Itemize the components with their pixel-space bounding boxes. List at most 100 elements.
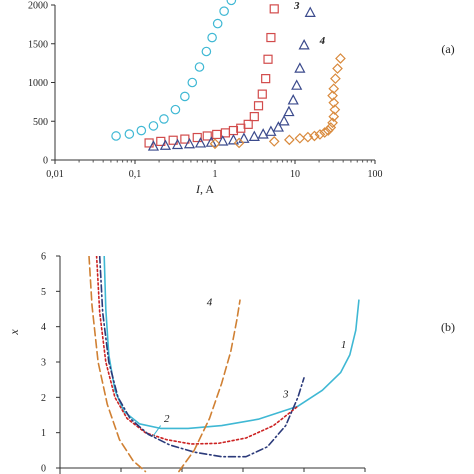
series-line-2 <box>95 256 299 445</box>
curve-label-b: 1 <box>341 339 347 351</box>
data-point-circle <box>219 6 229 16</box>
data-point-circle <box>187 77 198 88</box>
data-point-diamond <box>328 83 340 95</box>
data-point-diamond <box>328 97 340 108</box>
series-line-4 <box>88 256 147 473</box>
y-tick-label-a: 1500 <box>28 39 48 50</box>
data-point-square <box>144 138 154 148</box>
data-point-diamond <box>322 125 334 136</box>
x-tick-label-a: 1 <box>213 169 218 180</box>
x-axis-label-a: I, A <box>195 182 214 196</box>
label-leader-line <box>152 425 162 437</box>
data-point-triangle <box>278 114 290 126</box>
data-point-square <box>261 74 271 84</box>
x-tick-label-a: 0,1 <box>129 169 142 180</box>
data-point-circle <box>207 32 217 43</box>
panel-label-a: (a) <box>441 42 454 56</box>
data-point-diamond <box>332 63 343 74</box>
y-tick-label-b: 6 <box>41 252 46 263</box>
data-point-circle <box>148 121 159 131</box>
curve-label-a: 4 <box>319 35 326 47</box>
data-point-triangle <box>248 130 260 141</box>
data-point-diamond <box>294 132 306 144</box>
data-point-diamond <box>309 130 320 142</box>
plot-area-a <box>111 0 346 151</box>
series-line-3 <box>98 256 305 458</box>
y-tick-label-a: 500 <box>33 117 48 128</box>
data-point-diamond <box>209 138 221 150</box>
y-tick-label-b: 5 <box>41 287 46 298</box>
data-point-triangle <box>283 105 295 117</box>
data-point-diamond <box>329 104 341 115</box>
data-point-diamond <box>327 117 338 129</box>
data-point-triangle <box>238 132 250 143</box>
data-point-diamond <box>328 111 340 122</box>
chart-panel-a: 0 500 1000 1500 2000 0,01 0,1 1 10 100 I, A 3 4 <box>28 0 383 196</box>
data-point-diamond <box>233 137 245 149</box>
data-point-square <box>243 119 253 129</box>
y-axis-label-b: x <box>7 329 21 336</box>
panel-label-b: (b) <box>441 320 455 334</box>
data-point-square <box>266 32 276 43</box>
curve-label-b: 3 <box>282 388 289 400</box>
data-point-diamond <box>268 136 280 147</box>
data-point-triangle <box>298 39 310 50</box>
data-point-circle <box>212 18 223 29</box>
data-point-square <box>253 101 264 111</box>
data-point-triangle <box>194 137 207 148</box>
data-point-circle <box>180 91 190 102</box>
data-point-triangle <box>287 94 299 105</box>
data-point-diamond <box>284 134 295 146</box>
data-point-diamond <box>319 127 331 138</box>
data-point-square <box>249 111 259 122</box>
data-point-circle <box>170 104 181 115</box>
data-point-square <box>263 54 273 64</box>
data-point-triangle <box>205 136 217 147</box>
curve-label-b: 4 <box>207 296 213 308</box>
data-point-triangle <box>257 128 269 139</box>
data-point-diamond <box>327 90 338 102</box>
data-point-triangle <box>147 140 160 151</box>
data-point-square <box>212 129 222 140</box>
x-tick-label-a: 10 <box>290 169 300 180</box>
data-point-triangle <box>294 62 306 73</box>
y-tick-label-b: 0 <box>41 464 46 474</box>
data-point-triangle <box>171 138 184 150</box>
data-point-square <box>257 89 267 99</box>
data-point-square <box>269 4 279 14</box>
curve-label-b: 2 <box>164 413 170 425</box>
series-line-4 <box>178 299 241 473</box>
data-point-circle <box>194 62 205 72</box>
plot-area-b <box>88 256 360 473</box>
y-tick-label-b: 4 <box>41 322 46 333</box>
y-tick-label-a: 2000 <box>28 1 48 12</box>
chart-panel-b: 0 1 2 3 4 5 6 x 1 2 3 4 <box>7 252 366 474</box>
y-tick-label-a: 1000 <box>28 78 48 89</box>
x-tick-label-a: 0,01 <box>46 169 64 180</box>
data-point-diamond <box>335 53 346 64</box>
data-point-triangle <box>183 137 196 149</box>
data-point-circle <box>136 125 147 136</box>
data-point-triangle <box>272 121 284 132</box>
data-point-square <box>192 132 202 143</box>
data-point-triangle <box>291 79 303 90</box>
y-tick-label-a: 0 <box>43 156 48 167</box>
data-point-circle <box>124 129 135 139</box>
data-point-triangle <box>304 6 316 17</box>
data-point-diamond <box>314 129 326 140</box>
series-line-1 <box>103 256 360 430</box>
data-point-circle <box>111 131 121 141</box>
data-point-circle <box>159 114 169 124</box>
data-point-triangle <box>227 133 240 145</box>
data-point-square <box>202 131 212 141</box>
curve-label-a: 3 <box>293 0 300 12</box>
data-point-triangle <box>217 135 229 146</box>
x-tick-label-a: 100 <box>368 169 383 180</box>
data-point-circle <box>201 46 212 57</box>
data-point-circle <box>226 0 237 6</box>
y-tick-label-b: 3 <box>41 358 46 369</box>
y-tick-label-b: 2 <box>41 393 46 404</box>
data-point-diamond <box>330 73 341 84</box>
y-tick-label-b: 1 <box>41 428 46 439</box>
